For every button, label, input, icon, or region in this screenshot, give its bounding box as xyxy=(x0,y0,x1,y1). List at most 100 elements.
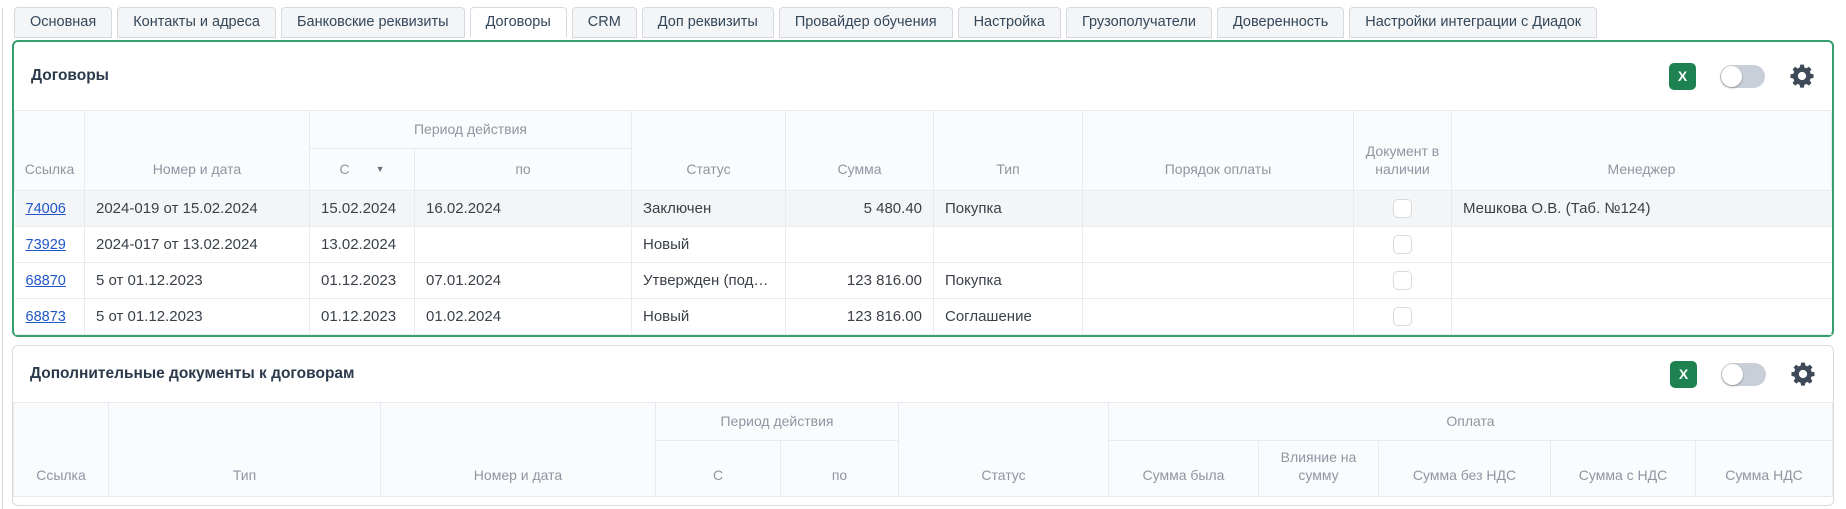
column-header-sum-was[interactable]: Сумма была xyxy=(1108,440,1259,497)
cell-status: Новый xyxy=(631,226,786,263)
additional-docs-table: Ссылка Тип Номер и дата Период действия … xyxy=(13,402,1833,497)
cell-doc-available xyxy=(1353,190,1452,227)
tab-nastroyki-integratsii-s-diadok[interactable]: Настройки интеграции с Диадок xyxy=(1349,7,1598,38)
cell-payment-order xyxy=(1082,226,1354,263)
toggle-knob-icon xyxy=(1722,363,1743,385)
additional-docs-panel-header: Дополнительные документы к договорам X xyxy=(13,346,1833,402)
cell-manager xyxy=(1451,298,1832,335)
cell-type: Покупка xyxy=(933,190,1083,227)
doc-available-checkbox[interactable] xyxy=(1393,235,1412,254)
tab-bankovskie-rekvizity[interactable]: Банковские реквизиты xyxy=(281,7,465,38)
tab-bar: Основная Контакты и адреса Банковские ре… xyxy=(0,0,1846,38)
cell-sum: 123 816.00 xyxy=(785,298,934,335)
cell-link: 68873 xyxy=(14,298,85,335)
cell-payment-order xyxy=(1082,190,1354,227)
column-header-status[interactable]: Статус xyxy=(631,110,786,191)
settings-gear-icon[interactable] xyxy=(1789,63,1815,89)
cell-sum: 123 816.00 xyxy=(785,262,934,299)
contract-link[interactable]: 74006 xyxy=(25,201,66,217)
doc-available-checkbox[interactable] xyxy=(1393,271,1412,290)
column-header-period-group: Период действия xyxy=(309,110,632,149)
cell-status: Новый xyxy=(631,298,786,335)
additional-docs-panel: Дополнительные документы к договорам X С… xyxy=(12,345,1834,506)
cell-number-date: 2024-017 от 13.02.2024 xyxy=(84,226,310,263)
table-row: 74006 2024-019 от 15.02.2024 15.02.2024 … xyxy=(14,190,1832,227)
additional-docs-toolbar: X xyxy=(1670,360,1816,388)
column-header-sum[interactable]: Сумма xyxy=(785,110,934,191)
column-header-number-date[interactable]: Номер и дата xyxy=(380,402,656,497)
excel-export-button[interactable]: X xyxy=(1669,62,1696,90)
tab-osnovnaya[interactable]: Основная xyxy=(14,7,113,38)
additional-docs-section-title: Дополнительные документы к договорам xyxy=(30,365,355,382)
page-left-divider xyxy=(2,8,3,509)
tab-kontakty-i-adresa[interactable]: Контакты и адреса xyxy=(117,7,276,38)
column-header-sum-no-vat[interactable]: Сумма без НДС xyxy=(1378,440,1551,497)
column-header-link[interactable]: Ссылка xyxy=(13,402,109,497)
contract-link[interactable]: 68870 xyxy=(25,273,66,289)
column-header-payment-order[interactable]: Порядок оплаты xyxy=(1082,110,1354,191)
column-header-period-group: Период действия xyxy=(655,402,899,441)
cell-doc-available xyxy=(1353,226,1452,263)
cell-type xyxy=(933,226,1083,263)
table-row: 68873 5 от 01.12.2023 01.12.2023 01.02.2… xyxy=(14,298,1832,335)
cell-to: 01.02.2024 xyxy=(414,298,632,335)
column-header-manager[interactable]: Менеджер xyxy=(1451,110,1832,191)
tab-nastroyka[interactable]: Настройка xyxy=(957,7,1061,38)
tab-gruzopoluchateli[interactable]: Грузополучатели xyxy=(1065,7,1212,38)
cell-number-date: 2024-019 от 15.02.2024 xyxy=(84,190,310,227)
doc-available-checkbox[interactable] xyxy=(1393,199,1412,218)
column-header-sum-influence[interactable]: Влияние на сумму xyxy=(1258,440,1379,497)
contracts-panel-header: Договоры X xyxy=(14,42,1832,110)
column-header-from-label: С xyxy=(339,160,350,177)
cell-status: Утвержден (подпи... xyxy=(631,262,786,299)
contracts-toolbar: X xyxy=(1669,62,1815,90)
settings-gear-icon[interactable] xyxy=(1790,361,1816,387)
tab-crm[interactable]: CRM xyxy=(571,7,637,38)
doc-available-checkbox[interactable] xyxy=(1393,307,1412,326)
column-header-to[interactable]: по xyxy=(414,148,632,191)
tab-dop-rekvizity[interactable]: Доп реквизиты xyxy=(641,7,774,38)
column-header-sum-with-vat[interactable]: Сумма с НДС xyxy=(1550,440,1696,497)
column-header-type[interactable]: Тип xyxy=(108,402,381,497)
column-header-from[interactable]: С ▼ xyxy=(309,148,415,191)
cell-payment-order xyxy=(1082,298,1354,335)
tab-dogovory[interactable]: Договоры xyxy=(469,7,567,38)
cell-to: 16.02.2024 xyxy=(414,190,632,227)
view-toggle[interactable] xyxy=(1720,64,1765,88)
cell-to: 07.01.2024 xyxy=(414,262,632,299)
cell-from: 15.02.2024 xyxy=(309,190,415,227)
contracts-panel: Договоры X Ссылка Номер и дата Период де… xyxy=(12,40,1834,337)
tab-doverennost[interactable]: Доверенность xyxy=(1216,7,1345,38)
column-header-from[interactable]: С xyxy=(655,440,781,497)
cell-manager xyxy=(1451,262,1832,299)
column-header-status[interactable]: Статус xyxy=(898,402,1109,497)
tab-provayder-obucheniya[interactable]: Провайдер обучения xyxy=(778,7,953,38)
column-header-payment-group: Оплата xyxy=(1108,402,1833,441)
cell-doc-available xyxy=(1353,262,1452,299)
column-header-doc-available[interactable]: Документ в наличии xyxy=(1353,110,1452,191)
cell-from: 13.02.2024 xyxy=(309,226,415,263)
contracts-table: Ссылка Номер и дата Период действия Стат… xyxy=(14,110,1832,335)
cell-doc-available xyxy=(1353,298,1452,335)
table-row: 68870 5 от 01.12.2023 01.12.2023 07.01.2… xyxy=(14,262,1832,299)
contract-link[interactable]: 68873 xyxy=(25,309,66,325)
cell-link: 74006 xyxy=(14,190,85,227)
contract-link[interactable]: 73929 xyxy=(25,237,66,253)
cell-manager xyxy=(1451,226,1832,263)
cell-from: 01.12.2023 xyxy=(309,298,415,335)
excel-export-button[interactable]: X xyxy=(1670,360,1697,388)
column-header-number-date[interactable]: Номер и дата xyxy=(84,110,310,191)
sort-desc-icon[interactable]: ▼ xyxy=(375,163,385,174)
empty-table-body-area xyxy=(13,497,1833,505)
column-header-type[interactable]: Тип xyxy=(933,110,1083,191)
cell-type: Соглашение xyxy=(933,298,1083,335)
column-header-link[interactable]: Ссылка xyxy=(14,110,85,191)
view-toggle[interactable] xyxy=(1721,362,1766,386)
column-header-sum-vat[interactable]: Сумма НДС xyxy=(1695,440,1833,497)
toggle-knob-icon xyxy=(1721,65,1742,87)
cell-status: Заключен xyxy=(631,190,786,227)
cell-manager: Мешкова О.В. (Таб. №124) xyxy=(1451,190,1832,227)
column-header-to[interactable]: по xyxy=(780,440,899,497)
cell-sum xyxy=(785,226,934,263)
table-row: 73929 2024-017 от 13.02.2024 13.02.2024 … xyxy=(14,226,1832,263)
